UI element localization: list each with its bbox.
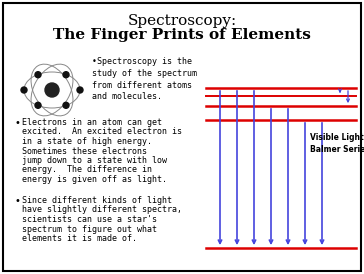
Circle shape: [63, 72, 69, 78]
Text: jump down to a state with low: jump down to a state with low: [22, 156, 167, 165]
Text: in a state of high energy.: in a state of high energy.: [22, 137, 152, 146]
Text: scientists can use a star's: scientists can use a star's: [22, 215, 157, 224]
Text: •: •: [14, 118, 20, 128]
Text: elements it is made of.: elements it is made of.: [22, 234, 137, 243]
Circle shape: [77, 87, 83, 93]
Text: The Finger Prints of Elements: The Finger Prints of Elements: [53, 28, 311, 42]
Text: Sometimes these electrons: Sometimes these electrons: [22, 147, 147, 156]
Text: •: •: [14, 196, 20, 206]
Text: Spectroscopy:: Spectroscopy:: [127, 14, 237, 28]
Text: have slightly different spectra,: have slightly different spectra,: [22, 206, 182, 215]
Text: excited.  An excited electron is: excited. An excited electron is: [22, 127, 182, 136]
Text: •Spectroscopy is the
study of the spectrum
from different atoms
and molecules.: •Spectroscopy is the study of the spectr…: [92, 57, 197, 101]
Circle shape: [35, 102, 41, 108]
Circle shape: [45, 83, 59, 97]
Text: energy is given off as light.: energy is given off as light.: [22, 175, 167, 184]
Circle shape: [63, 102, 69, 108]
Circle shape: [35, 72, 41, 78]
Text: energy.  The difference in: energy. The difference in: [22, 165, 152, 175]
Text: Since different kinds of light: Since different kinds of light: [22, 196, 172, 205]
Text: Electrons in an atom can get: Electrons in an atom can get: [22, 118, 162, 127]
Circle shape: [21, 87, 27, 93]
Text: spectrum to figure out what: spectrum to figure out what: [22, 224, 157, 233]
Text: Visible Light
Balmer Series: Visible Light Balmer Series: [310, 133, 364, 155]
